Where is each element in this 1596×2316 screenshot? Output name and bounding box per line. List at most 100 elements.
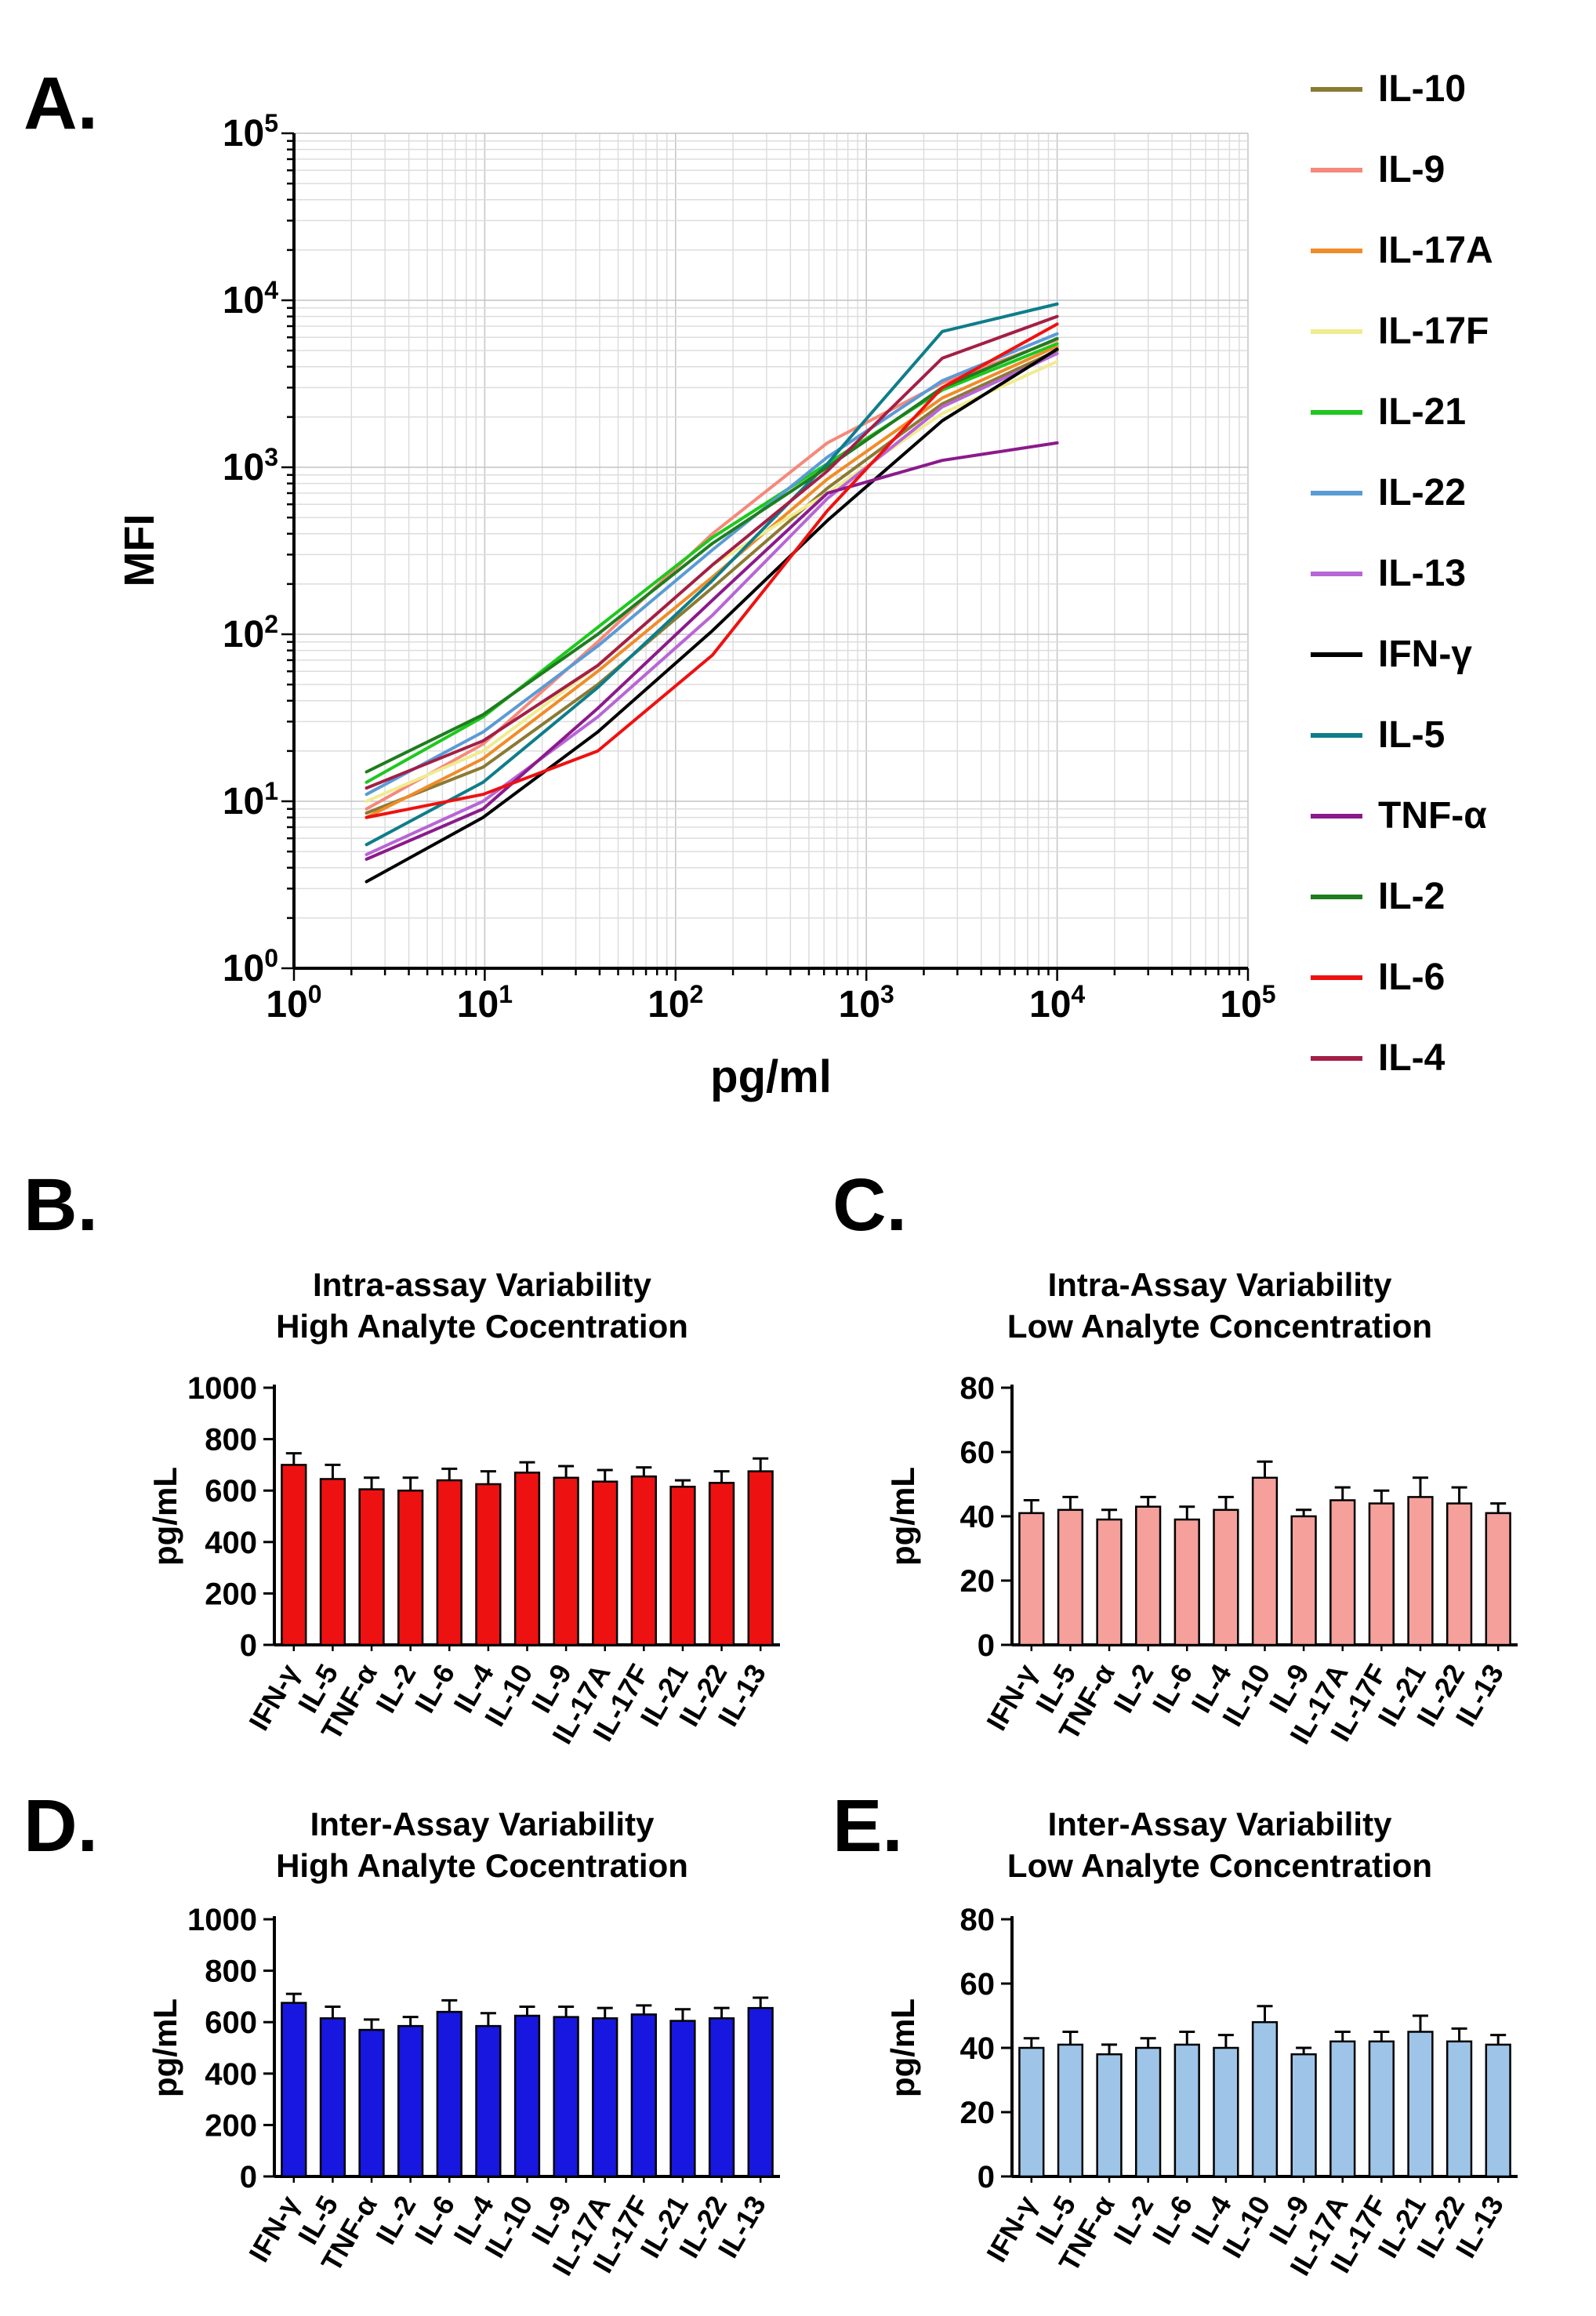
svg-text:103: 103 [223,443,278,488]
panel-e-title-line1: Inter-Assay Variability [1047,1806,1392,1842]
legend-label: IL-2 [1378,876,1445,917]
y-tick-labels: 0 200 400 600 800 1000 [187,1371,257,1663]
svg-text:600: 600 [205,2006,257,2040]
bar-IL-21 [669,2020,696,2178]
legend-item: IL-17A [1311,210,1493,291]
bar-IL-5 [319,1478,346,1646]
y-tick-labels: 100 101 102 103 104 105 [223,109,278,989]
bar-IL-10 [513,1471,541,1646]
svg-text:40: 40 [960,1500,996,1534]
svg-text:102: 102 [647,980,703,1026]
y-tick-labels: 0 20 40 60 80 [960,1371,996,1663]
series-TNF-α [365,441,1059,861]
inter-assay-low-bar-chart: 0 20 40 60 80 IFN-γIL-5TNF-αIL-2IL-6IL-4IL-10… [884,1903,1518,2281]
panel-c-title-line2: Low Analyte Concentration [1007,1308,1433,1345]
svg-text:104: 104 [223,276,278,321]
intra-assay-low-bar-chart: 0 20 40 60 80 IFN-γIL-5TNF-αIL-2IL-6IL-4IL-10… [884,1371,1518,1749]
svg-text:0: 0 [978,1628,995,1663]
legend-label: IL-4 [1378,1037,1445,1079]
category-label: IL-6 [408,2191,462,2250]
series-IL-5 [365,302,1059,847]
category-ticks [1030,1645,1500,1651]
bar-IL-5 [319,2017,346,2178]
bar-IFN-γ [281,2002,307,2178]
bar-IL-2 [397,2024,424,2178]
bar-IL-9 [1290,1515,1317,1646]
panel-b-title-line1: Intra-assay Variability [313,1266,651,1303]
bar-IL-4 [1213,1508,1239,1646]
legend-item: IL-4 [1311,1018,1493,1098]
panel-d-title-line1: Inter-Assay Variability [310,1806,655,1842]
bar-IL-10 [1251,1476,1279,1646]
bar-IL-13 [1485,1512,1511,1646]
bar-IL-13 [747,2006,774,2178]
svg-text:200: 200 [205,1577,257,1611]
legend-label: IL-21 [1378,391,1467,433]
intra-assay-high-bar-chart: 0 200 400 600 800 1000 IFN-γIL-5TNF-αIL-2IL-6I… [147,1371,780,1749]
legend-label: IL-5 [1378,714,1445,756]
bar-IL-21 [1407,1496,1434,1646]
series-lines [365,302,1059,884]
svg-text:0: 0 [978,2160,995,2194]
bar-TNF-α [358,1488,385,1646]
bar-IL-17A [592,1480,618,1646]
svg-text:100: 100 [266,980,321,1026]
bar-IL-9 [553,2016,579,2178]
bar-IL-9 [1290,2053,1317,2178]
svg-text:80: 80 [960,1903,996,1937]
svg-text:103: 103 [839,980,894,1026]
category-ticks [1030,2176,1500,2183]
bar-IFN-γ [1018,1512,1045,1646]
bar-IL-5 [1057,2043,1084,2178]
svg-text:800: 800 [205,1955,257,1989]
series-IL-21 [365,342,1059,784]
svg-text:20: 20 [960,2096,996,2130]
category-label: IL-2 [1107,2191,1160,2250]
legend-item: IL-6 [1311,937,1493,1018]
category-label: IL-6 [408,1659,462,1719]
series-IL-4 [365,314,1059,790]
bar-IL-22 [1445,1502,1473,1646]
error-bars [1023,1460,1507,1520]
svg-text:1000: 1000 [187,1903,257,1937]
y-tick-labels: 0 200 400 600 800 1000 [187,1903,257,2194]
legend-swatch [1311,652,1362,657]
legend-label: IL-10 [1378,68,1467,110]
axes [292,133,1248,970]
legend-item: IL-2 [1311,856,1493,937]
legend-item: IL-5 [1311,695,1493,775]
legend: IL-10 IL-9 IL-17A IL-17F IL-21 IL-22 IL-13 IFN-… [1311,49,1493,1098]
svg-text:60: 60 [960,1436,996,1470]
legend-swatch [1311,894,1362,899]
bars [1018,1476,1511,1646]
bar-IL-5 [1057,1508,1084,1646]
svg-text:60: 60 [960,1967,996,2002]
bar-IL-22 [708,1482,735,1646]
legend-item: IL-17F [1311,291,1493,372]
bar-IL-4 [1213,2046,1239,2178]
bar-IL-4 [475,1483,502,1646]
bar-TNF-α [1096,1518,1123,1646]
legend-item: IL-10 [1311,49,1493,129]
svg-text:600: 600 [205,1474,257,1508]
y-ticks [263,1386,274,1646]
svg-text:400: 400 [205,1526,257,1560]
y-axis-title: pg/mL [884,1467,921,1566]
legend-swatch [1311,86,1362,92]
legend-swatch [1311,975,1362,980]
legend-label: IL-22 [1378,472,1467,514]
legend-item: IL-21 [1311,372,1493,452]
legend-item: IL-9 [1311,129,1493,210]
svg-text:400: 400 [205,2057,257,2092]
panel-a-x-axis-title: pg/ml [710,1051,832,1102]
legend-label: IL-13 [1378,553,1467,594]
bar-IL-6 [436,1479,462,1646]
svg-text:1000: 1000 [187,1371,257,1406]
series-IL-22 [365,332,1059,797]
bar-IL-21 [669,1486,696,1646]
y-ticks [1001,1918,1012,2178]
y-axis-title: pg/mL [147,1998,183,2097]
bar-IL-22 [1445,2040,1473,2178]
legend-swatch [1311,813,1362,819]
bars [281,2002,774,2178]
